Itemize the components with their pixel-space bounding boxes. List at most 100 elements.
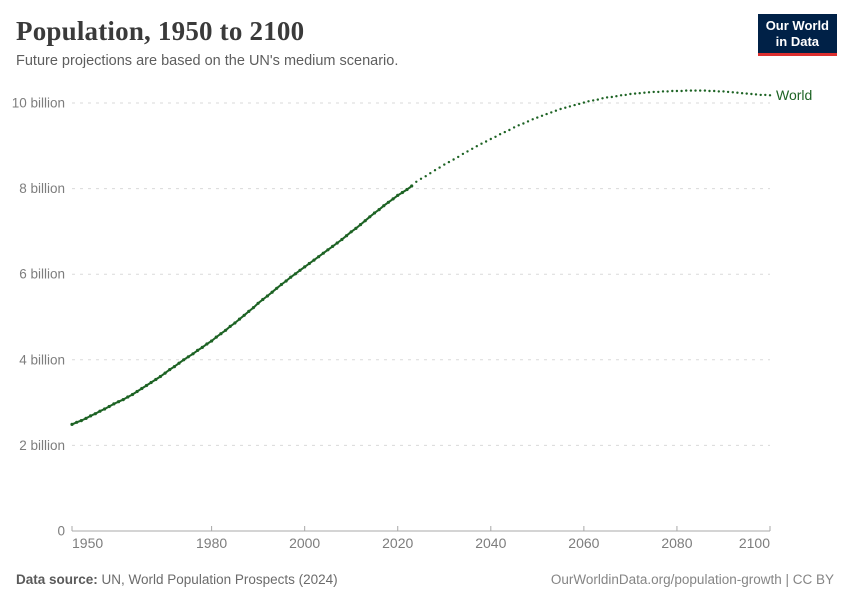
projected-point-marker xyxy=(629,92,632,96)
data-point-marker xyxy=(233,321,237,325)
data-point-marker xyxy=(158,374,162,379)
y-tick-label: 2 billion xyxy=(19,438,65,453)
data-point-marker xyxy=(298,268,302,272)
projected-point-marker xyxy=(633,92,637,95)
data-point-marker xyxy=(363,219,367,223)
data-point-marker xyxy=(182,358,186,362)
projected-point-marker xyxy=(708,89,711,93)
data-point-marker xyxy=(284,279,288,283)
y-tick-label: 8 billion xyxy=(19,181,65,196)
data-point-marker xyxy=(130,392,135,397)
owid-logo-line1: Our World xyxy=(765,18,829,33)
projected-point-marker xyxy=(726,90,730,94)
owid-logo-line2: in Data xyxy=(775,33,820,49)
projected-point-marker xyxy=(647,91,651,94)
projected-point-marker xyxy=(415,180,418,183)
projected-point-marker xyxy=(419,177,423,180)
projected-point-marker xyxy=(564,106,567,109)
data-point-marker xyxy=(79,419,83,423)
data-point-marker xyxy=(391,197,395,201)
data-point-marker xyxy=(168,368,172,372)
projected-point-marker xyxy=(768,94,772,97)
projected-point-marker xyxy=(736,91,739,94)
data-point-marker xyxy=(98,409,102,413)
data-point-marker xyxy=(84,416,88,420)
projected-point-marker xyxy=(671,89,674,93)
data-point-marker xyxy=(275,286,279,290)
series-label-world[interactable]: World xyxy=(776,87,812,103)
projected-point-marker xyxy=(615,95,618,98)
projected-point-marker xyxy=(666,90,669,93)
projected-point-marker xyxy=(531,118,534,121)
data-point-marker xyxy=(358,223,363,227)
x-tick-label: 2040 xyxy=(475,535,506,551)
projected-point-marker xyxy=(573,103,576,107)
data-point-marker xyxy=(405,187,409,192)
y-tick-label: 4 billion xyxy=(19,352,65,367)
data-point-marker xyxy=(349,230,353,234)
data-point-marker xyxy=(210,339,214,343)
data-source-value: UN, World Population Prospects (2024) xyxy=(97,572,338,587)
data-point-marker xyxy=(265,294,269,298)
owid-logo[interactable]: Our World in Data xyxy=(757,14,837,57)
projected-point-marker xyxy=(703,89,707,92)
data-point-marker xyxy=(256,301,260,305)
projected-point-marker xyxy=(745,92,748,95)
data-point-marker xyxy=(140,386,144,391)
data-point-marker xyxy=(377,208,381,212)
projected-point-marker xyxy=(596,98,599,101)
projected-point-marker xyxy=(578,102,581,106)
x-tick-label: 2000 xyxy=(289,535,320,551)
projected-point-marker xyxy=(550,111,553,114)
data-point-marker xyxy=(340,237,344,242)
projected-point-marker xyxy=(443,163,446,166)
projected-point-marker xyxy=(694,89,697,92)
data-point-marker xyxy=(177,361,181,365)
data-point-marker xyxy=(396,193,400,197)
data-point-marker xyxy=(289,275,293,279)
data-point-marker xyxy=(251,306,256,310)
population-chart[interactable]: 0 2 billion 4 billion 6 billion 8 billion 10 … xyxy=(0,80,850,558)
data-point-marker xyxy=(242,313,246,317)
data-point-marker xyxy=(107,404,111,409)
projected-point-marker xyxy=(452,158,455,161)
x-tick-label: 2060 xyxy=(568,535,599,551)
projected-point-marker xyxy=(717,90,720,93)
y-tick-label: 10 billion xyxy=(12,96,65,111)
projected-point-marker xyxy=(480,142,483,145)
data-source-label: Data source: xyxy=(16,572,98,587)
projected-point-marker xyxy=(540,114,544,117)
projected-point-marker xyxy=(582,101,586,104)
projected-point-marker xyxy=(638,92,641,95)
x-tick-label: 2100 xyxy=(739,535,770,551)
data-point-marker xyxy=(191,352,195,356)
data-point-marker xyxy=(279,282,283,287)
projected-point-marker xyxy=(568,105,572,108)
projected-point-marker xyxy=(433,169,437,172)
projected-point-marker xyxy=(652,90,655,94)
page-title: Population, 1950 to 2100 xyxy=(16,16,305,46)
y-tick-label: 0 xyxy=(57,524,65,539)
projected-point-marker xyxy=(512,126,516,129)
projected-point-marker xyxy=(764,93,767,97)
data-point-marker xyxy=(247,309,251,313)
projected-point-marker xyxy=(740,92,744,95)
projected-point-marker xyxy=(498,133,502,136)
projected-point-marker xyxy=(457,155,460,159)
projected-point-marker xyxy=(461,152,465,156)
citation-link[interactable]: OurWorldinData.org/population-growth | C… xyxy=(550,572,834,587)
data-point-marker xyxy=(154,377,158,382)
projected-point-marker xyxy=(424,175,427,178)
data-point-marker xyxy=(321,251,325,255)
data-point-marker xyxy=(270,290,274,294)
world-line-observed[interactable] xyxy=(71,185,413,426)
projected-point-marker xyxy=(675,89,679,93)
chart-subtitle: Future projections are based on the UN's… xyxy=(16,53,399,69)
data-point-marker xyxy=(200,345,204,349)
data-point-marker xyxy=(228,324,232,328)
data-point-marker xyxy=(135,389,139,394)
projected-point-marker xyxy=(680,89,683,93)
data-point-marker xyxy=(103,407,107,411)
projected-point-marker xyxy=(545,112,548,116)
